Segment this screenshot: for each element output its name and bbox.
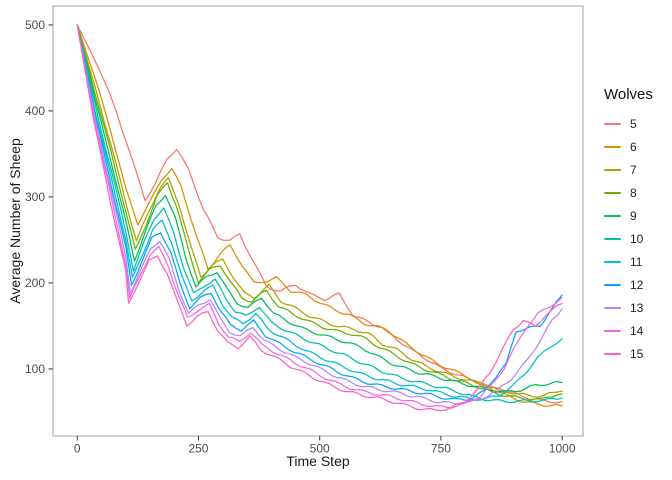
legend-entry-15: 15	[604, 342, 670, 365]
legend-key-line	[604, 191, 621, 194]
legend-key-line	[604, 214, 621, 217]
x-tick-label: 500	[310, 442, 330, 456]
legend-key-line	[604, 237, 621, 240]
legend-label: 9	[630, 208, 637, 223]
legend-label: 6	[630, 139, 637, 154]
legend-key-line	[604, 352, 621, 355]
legend-label: 13	[630, 300, 644, 315]
legend-entry-8: 8	[604, 181, 670, 204]
y-axis-title: Average Number of Sheep	[7, 138, 23, 304]
legend-key-line	[604, 168, 621, 171]
legend-entry-13: 13	[604, 296, 670, 319]
legend-label: 8	[630, 185, 637, 200]
legend-entry-11: 11	[604, 250, 670, 273]
series-line-13	[76, 24, 563, 406]
series-line-8	[76, 24, 563, 401]
x-tick-label: 250	[188, 442, 208, 456]
x-axis-title: Time Step	[286, 453, 350, 469]
legend-label: 5	[630, 116, 637, 131]
series-line-14	[76, 24, 563, 409]
legend-entry-9: 9	[604, 204, 670, 227]
series-line-7	[76, 24, 563, 398]
legend-label: 7	[630, 162, 637, 177]
legend-entry-10: 10	[604, 227, 670, 250]
legend-key-line	[604, 145, 621, 148]
legend-entries: 5 6 7 8 9 10 11 12 13 14 15	[604, 112, 670, 365]
legend-entry-5: 5	[604, 112, 670, 135]
legend-entry-12: 12	[604, 273, 670, 296]
legend-key-line	[604, 122, 621, 125]
series-line-12	[76, 24, 563, 402]
series-line-9	[76, 24, 563, 393]
y-tick-label: 200	[25, 276, 45, 290]
legend-key-line	[604, 329, 621, 332]
legend-label: 12	[630, 277, 644, 292]
panel-border	[52, 5, 584, 437]
legend-key-line	[604, 260, 621, 263]
series-line-10	[76, 24, 563, 404]
legend-label: 10	[630, 231, 644, 246]
legend-key-line	[604, 306, 621, 309]
y-tick-label: 500	[25, 18, 45, 32]
legend-title: Wolves	[604, 86, 653, 103]
x-tick-label: 1000	[549, 442, 576, 456]
y-tick-label: 100	[25, 362, 45, 376]
series-line-15	[76, 24, 563, 412]
y-tick-label: 400	[25, 104, 45, 118]
x-tick-label: 750	[431, 442, 451, 456]
legend-entry-14: 14	[604, 319, 670, 342]
y-tick-label: 300	[25, 190, 45, 204]
legend-label: 14	[630, 323, 644, 338]
legend-label: 11	[630, 254, 643, 269]
legend-entry-6: 6	[604, 135, 670, 158]
x-tick-label: 0	[74, 442, 81, 456]
legend-key-line	[604, 283, 621, 286]
legend-label: 15	[630, 346, 644, 361]
legend-entry-7: 7	[604, 158, 670, 181]
legend: Wolves 5 6 7 8 9 10 11 12 13 14 15	[604, 86, 670, 365]
